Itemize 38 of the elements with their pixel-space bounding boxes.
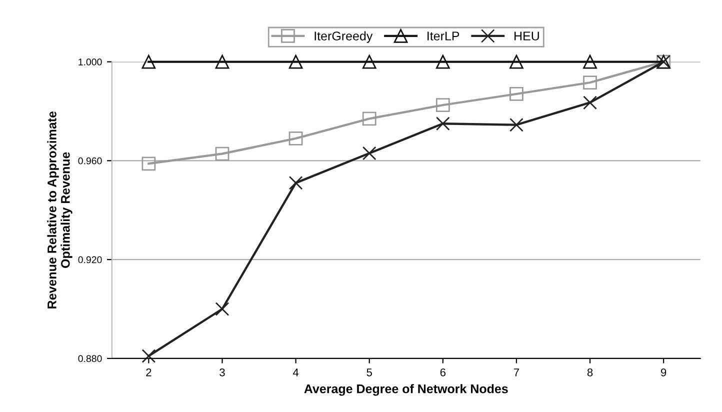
legend-label: IterGreedy: [314, 31, 373, 43]
point: [362, 54, 376, 69]
x-tick-label: 8: [587, 368, 593, 376]
point: [436, 98, 450, 112]
legend-label: HEU: [514, 32, 539, 40]
y-tick-label: 1.000: [78, 58, 102, 66]
point: [215, 54, 230, 69]
point: [362, 112, 376, 126]
point: [436, 54, 450, 69]
point: [215, 146, 230, 161]
x-axis-title: Average Degree of Network Nodes: [304, 384, 508, 396]
x-tick-label: 5: [366, 368, 372, 376]
point: [583, 76, 597, 90]
point: [215, 302, 230, 316]
point: [142, 54, 156, 69]
y-tick-label: 0.880: [78, 355, 102, 362]
x-tick-label: 2: [146, 368, 152, 376]
point: [583, 96, 597, 110]
point: [142, 156, 156, 171]
point: [288, 131, 303, 146]
legend-label: IterLP: [428, 32, 460, 40]
point: [510, 118, 524, 132]
x-tick-label: 4: [292, 368, 299, 376]
y-tick-label: 0.960: [78, 157, 102, 164]
point: [510, 54, 524, 69]
y-axis-title: Revenue Relative to Approximate Optimality Revenue: [47, 111, 72, 308]
point: [362, 146, 376, 160]
point: [288, 176, 303, 190]
y-tick-label: 0.920: [78, 256, 102, 264]
point: [142, 349, 156, 363]
x-tick-label: 3: [220, 368, 225, 376]
point: [288, 54, 303, 69]
x-tick-label: 6: [440, 368, 446, 376]
x-tick-label: 9: [660, 368, 666, 376]
point: [436, 116, 450, 131]
x-tick-label: 7: [514, 368, 519, 376]
point: [583, 54, 597, 69]
point: [510, 86, 524, 101]
